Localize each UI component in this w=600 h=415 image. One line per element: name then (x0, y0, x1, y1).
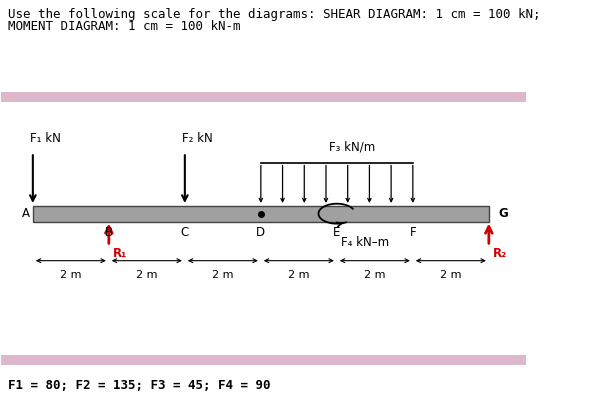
Text: F₄ kN–m: F₄ kN–m (341, 237, 389, 249)
Text: F₃ kN/m: F₃ kN/m (329, 141, 376, 154)
Text: 2 m: 2 m (136, 270, 158, 280)
Bar (1, 92, 526, 103)
Text: MOMENT DIAGRAM: 1 cm = 100 kN-m: MOMENT DIAGRAM: 1 cm = 100 kN-m (8, 20, 240, 33)
Text: 2 m: 2 m (364, 270, 386, 280)
Text: D: D (256, 227, 265, 239)
Bar (1, 355, 526, 365)
Text: A: A (22, 207, 30, 220)
Text: B: B (105, 227, 113, 239)
Text: 2 m: 2 m (440, 270, 461, 280)
Text: F₂ kN: F₂ kN (182, 132, 213, 145)
Text: F: F (410, 227, 416, 239)
Text: C: C (181, 227, 189, 239)
Bar (33, 206, 489, 222)
Text: R₁: R₁ (113, 247, 127, 260)
Text: 2 m: 2 m (288, 270, 310, 280)
Text: 2 m: 2 m (60, 270, 82, 280)
Text: E: E (333, 227, 341, 239)
Text: G: G (498, 207, 508, 220)
Text: Use the following scale for the diagrams: SHEAR DIAGRAM: 1 cm = 100 kN;: Use the following scale for the diagrams… (8, 7, 540, 21)
Text: F1 = 80; F2 = 135; F3 = 45; F4 = 90: F1 = 80; F2 = 135; F3 = 45; F4 = 90 (8, 378, 270, 392)
Text: 2 m: 2 m (212, 270, 233, 280)
Text: F₁ kN: F₁ kN (30, 132, 61, 145)
Text: R₂: R₂ (493, 247, 507, 260)
